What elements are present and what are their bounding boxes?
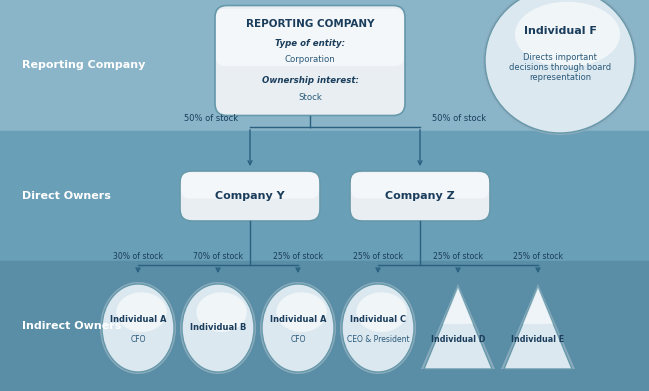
Text: 30% of stock: 30% of stock [113,252,163,261]
Text: Reporting Company: Reporting Company [22,61,145,70]
Text: 25% of stock: 25% of stock [273,252,323,261]
Text: Stock: Stock [298,93,322,102]
FancyBboxPatch shape [216,9,404,66]
Text: Indirect Owners: Indirect Owners [22,321,121,331]
Text: 70% of stock: 70% of stock [193,252,243,261]
Polygon shape [443,287,473,324]
Text: Individual A: Individual A [110,316,166,325]
Ellipse shape [100,282,176,374]
Polygon shape [501,284,575,369]
FancyBboxPatch shape [180,171,320,221]
FancyBboxPatch shape [351,172,489,199]
Text: CEO & President: CEO & President [347,335,410,344]
Text: Corporation: Corporation [285,55,336,64]
Text: CFO: CFO [290,335,306,344]
Text: Individual A: Individual A [270,316,326,325]
Text: Individual C: Individual C [350,316,406,325]
FancyBboxPatch shape [350,171,490,221]
Text: Individual E: Individual E [511,335,565,344]
FancyBboxPatch shape [181,172,319,199]
Ellipse shape [180,282,256,374]
Text: 25% of stock: 25% of stock [433,252,483,261]
Ellipse shape [260,282,336,374]
Text: 25% of stock: 25% of stock [513,252,563,261]
Text: Type of entity:: Type of entity: [275,39,345,48]
Polygon shape [421,284,495,369]
FancyBboxPatch shape [180,170,321,221]
Ellipse shape [515,2,620,67]
Ellipse shape [276,292,327,332]
Text: Individual D: Individual D [431,335,485,344]
Text: CFO: CFO [130,335,146,344]
Polygon shape [504,287,572,369]
FancyBboxPatch shape [215,5,406,116]
Ellipse shape [197,292,247,332]
Text: Company Y: Company Y [215,191,285,201]
Text: 25% of stock: 25% of stock [353,252,403,261]
Polygon shape [424,287,492,369]
Bar [0,131,649,261]
Text: Company Z: Company Z [385,191,455,201]
FancyBboxPatch shape [5,139,644,253]
Ellipse shape [356,292,407,332]
Ellipse shape [262,284,334,372]
Ellipse shape [485,0,635,133]
FancyBboxPatch shape [350,170,491,221]
FancyBboxPatch shape [5,8,644,123]
Bar [0,261,649,391]
Ellipse shape [483,0,637,135]
Ellipse shape [342,284,414,372]
Ellipse shape [102,284,174,372]
Ellipse shape [340,282,416,374]
Text: 50% of stock: 50% of stock [432,114,486,123]
Text: Individual F: Individual F [524,25,596,36]
Text: REPORTING COMPANY: REPORTING COMPANY [246,18,374,29]
Ellipse shape [116,292,167,332]
Bar [0,0,649,131]
Text: Ownership interest:: Ownership interest: [262,76,358,85]
Text: 50% of stock: 50% of stock [184,114,238,123]
Text: Individual B: Individual B [190,323,246,332]
Text: Directs important
decisions through board
representation: Directs important decisions through boar… [509,53,611,83]
Polygon shape [523,287,553,324]
FancyBboxPatch shape [5,266,644,386]
Ellipse shape [182,284,254,372]
FancyBboxPatch shape [215,5,405,115]
Text: Direct Owners: Direct Owners [22,191,111,201]
